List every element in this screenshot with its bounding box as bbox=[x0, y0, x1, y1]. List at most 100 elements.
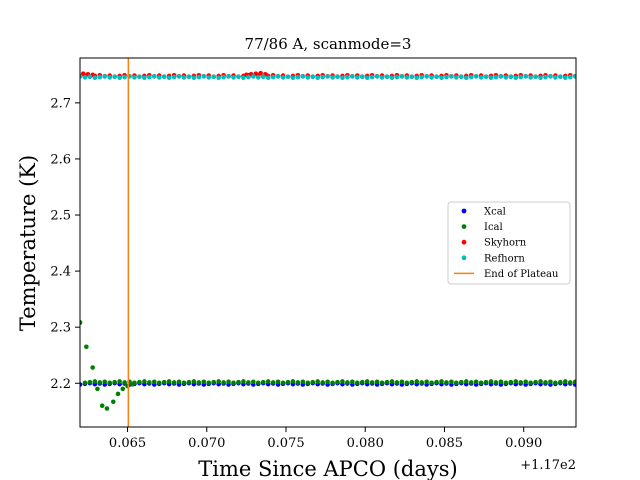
y-tick-label: 2.7 bbox=[50, 96, 71, 111]
refhorn-point bbox=[300, 74, 306, 79]
ical-point bbox=[270, 380, 276, 385]
refhorn-point bbox=[463, 75, 469, 81]
refhorn-point bbox=[364, 75, 370, 81]
refhorn-point bbox=[369, 74, 375, 80]
y-axis-label: Temperature (K) bbox=[16, 155, 40, 331]
refhorn-point bbox=[246, 74, 251, 80]
xcal-point bbox=[80, 382, 83, 387]
refhorn-point bbox=[399, 74, 405, 79]
legend-label-refhorn: Refhorn bbox=[484, 253, 525, 264]
ical-point bbox=[246, 380, 251, 385]
ical-point bbox=[147, 380, 152, 385]
refhorn-point bbox=[340, 75, 345, 81]
refhorn-point bbox=[221, 74, 226, 80]
ical-point bbox=[129, 382, 135, 387]
refhorn-point bbox=[543, 74, 548, 80]
ical-point bbox=[120, 386, 126, 392]
refhorn-point bbox=[478, 75, 484, 80]
ical-point bbox=[97, 380, 103, 385]
ical-point bbox=[444, 380, 449, 385]
refhorn-point bbox=[265, 75, 271, 81]
ical-point bbox=[166, 379, 172, 384]
refhorn-point bbox=[553, 75, 558, 80]
plot-area bbox=[80, 58, 576, 427]
refhorn-point bbox=[513, 75, 519, 81]
x-offset-label: +1.17e2 bbox=[520, 458, 576, 473]
ical-point bbox=[404, 380, 410, 386]
refhorn-point bbox=[335, 74, 340, 80]
refhorn-point bbox=[107, 75, 113, 80]
ical-point bbox=[325, 379, 330, 385]
x-tick-label: 0.065 bbox=[109, 436, 146, 451]
refhorn-point bbox=[355, 75, 360, 80]
ical-point bbox=[275, 379, 281, 385]
refhorn-point bbox=[290, 75, 296, 81]
ical-point bbox=[379, 380, 385, 386]
refhorn-point bbox=[295, 74, 301, 80]
ical-point bbox=[241, 379, 246, 384]
refhorn-point bbox=[429, 75, 434, 80]
legend-label-ical: Ical bbox=[484, 222, 503, 233]
ical-point bbox=[394, 380, 400, 385]
refhorn-point bbox=[374, 74, 380, 79]
refhorn-point bbox=[345, 74, 350, 80]
refhorn-point bbox=[449, 74, 454, 79]
legend-label-end-of-plateau: End of Plateau bbox=[484, 269, 559, 280]
refhorn-point bbox=[439, 75, 444, 81]
ical-point bbox=[110, 399, 116, 405]
refhorn-point bbox=[379, 75, 385, 80]
ical-point bbox=[107, 380, 113, 386]
refhorn-point bbox=[280, 75, 286, 80]
ical-point bbox=[478, 380, 484, 386]
refhorn-point bbox=[572, 74, 576, 79]
ical-point bbox=[95, 386, 100, 392]
ical-point bbox=[533, 379, 538, 385]
refhorn-point bbox=[528, 75, 533, 80]
refhorn-point bbox=[260, 74, 266, 80]
ical-point bbox=[572, 379, 576, 385]
refhorn-point bbox=[523, 74, 528, 79]
x-tick-label: 0.090 bbox=[505, 436, 542, 451]
refhorn-point bbox=[82, 75, 88, 80]
refhorn-point bbox=[325, 74, 330, 79]
refhorn-point bbox=[211, 74, 217, 80]
ical-point bbox=[161, 379, 167, 385]
ical-point bbox=[280, 380, 286, 386]
ical-point bbox=[156, 380, 162, 386]
ical-point bbox=[216, 379, 221, 384]
x-axis-label: Time Since APCO (days) bbox=[198, 457, 457, 480]
refhorn-point bbox=[87, 74, 93, 80]
legend-swatch-refhorn bbox=[461, 255, 467, 261]
ical-point bbox=[364, 379, 370, 384]
ical-point bbox=[137, 379, 142, 385]
ical-point bbox=[226, 379, 231, 385]
refhorn-point bbox=[206, 75, 212, 80]
refhorn-point bbox=[359, 74, 365, 80]
refhorn-point bbox=[548, 74, 553, 79]
ical-point bbox=[459, 379, 464, 385]
refhorn-point bbox=[176, 74, 182, 79]
ical-point bbox=[102, 379, 108, 385]
ical-point bbox=[82, 380, 88, 386]
ical-point bbox=[508, 379, 514, 385]
refhorn-point bbox=[533, 74, 538, 80]
ical-point bbox=[567, 380, 573, 385]
refhorn-point bbox=[255, 75, 261, 80]
ical-point bbox=[424, 379, 429, 385]
ical-point bbox=[285, 379, 291, 385]
refhorn-point bbox=[191, 75, 197, 81]
plot-frame bbox=[79, 57, 577, 428]
refhorn-point bbox=[384, 74, 390, 80]
refhorn-point bbox=[186, 74, 192, 80]
ical-point bbox=[92, 379, 98, 384]
ical-point bbox=[171, 380, 177, 385]
legend-swatch-xcal bbox=[461, 208, 467, 214]
ical-point bbox=[389, 379, 395, 384]
ical-point bbox=[236, 379, 241, 385]
ical-point bbox=[384, 379, 390, 385]
ical-point bbox=[151, 379, 157, 385]
ical-point bbox=[305, 380, 311, 386]
refhorn-point bbox=[508, 74, 514, 80]
ical-point bbox=[345, 380, 350, 385]
